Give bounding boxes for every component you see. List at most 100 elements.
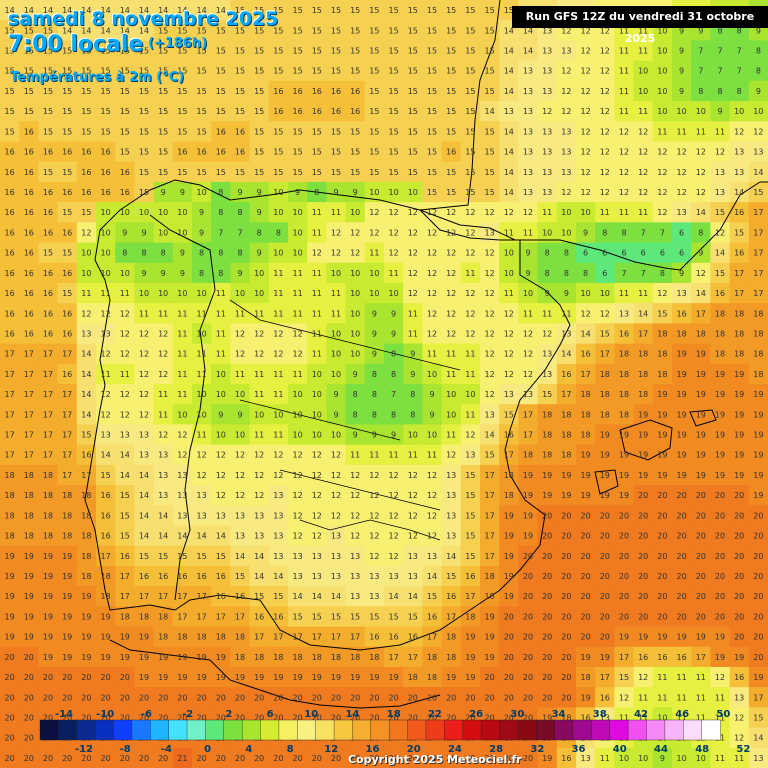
temperature-value: 20 (331, 754, 341, 763)
temperature-value: 9 (679, 269, 684, 278)
temperature-cell (364, 404, 385, 426)
temperature-value: 11 (446, 350, 456, 359)
temperature-cell (556, 101, 577, 122)
temperature-value: 15 (62, 289, 72, 298)
temperature-value: 16 (120, 168, 130, 177)
temperature-cell (326, 0, 347, 21)
temperature-cell (249, 181, 270, 203)
temperature-value: 18 (561, 431, 571, 440)
temperature-cell (172, 80, 193, 102)
temperature-value: 19 (542, 471, 552, 480)
temperature-value: 12 (350, 249, 360, 258)
temperature-value: 15 (216, 47, 226, 56)
temperature-value: 12 (408, 228, 418, 237)
temperature-cell (595, 404, 615, 426)
temperature-value: 8 (583, 269, 588, 278)
temperature-cell (576, 181, 596, 203)
temperature-value: 19 (638, 410, 648, 419)
temperature-value: 17 (734, 269, 744, 278)
temperature-value: 16 (427, 612, 437, 621)
temperature-value: 17 (523, 431, 533, 440)
temperature-value: 13 (542, 168, 552, 177)
temperature-cell (672, 485, 692, 506)
temperature-cell (729, 565, 750, 587)
temperature-cell (710, 222, 731, 244)
temperature-value: 12 (427, 269, 437, 278)
temperature-value: 15 (43, 127, 53, 136)
legend-bottom-label: 32 (530, 744, 544, 755)
temperature-value: 20 (120, 693, 130, 702)
temperature-value: 12 (600, 47, 610, 56)
temperature-value: 10 (350, 269, 360, 278)
temperature-value: 12 (465, 208, 475, 217)
temperature-cell (96, 242, 116, 264)
temperature-cell (134, 424, 155, 446)
temperature-cell (460, 0, 481, 21)
legend-swatch (480, 719, 501, 741)
temperature-value: 7 (218, 228, 223, 237)
temperature-cell (307, 606, 327, 628)
temperature-value: 10 (273, 208, 283, 217)
temperature-cell (268, 505, 289, 527)
temperature-value: 15 (485, 6, 495, 15)
temperature-value: 9 (564, 289, 569, 298)
temperature-value: 19 (657, 410, 667, 419)
temperature-value: 20 (657, 511, 667, 520)
temperature-cell (288, 60, 308, 82)
temperature-value: 13 (369, 572, 379, 581)
temperature-value: 20 (504, 693, 514, 702)
temperature-value: 15 (485, 127, 495, 136)
temperature-cell (345, 424, 366, 446)
temperature-cell (230, 40, 251, 62)
temperature-cell (153, 363, 174, 385)
temperature-value: 13 (177, 471, 187, 480)
temperature-cell (19, 424, 39, 446)
temperature-value: 9 (525, 269, 530, 278)
temperature-cell (652, 80, 673, 102)
temperature-value: 16 (24, 127, 34, 136)
temperature-value: 10 (427, 431, 437, 440)
temperature-value: 19 (24, 592, 34, 601)
temperature-value: 10 (312, 370, 322, 379)
temperature-value: 12 (657, 289, 667, 298)
temperature-cell (0, 303, 20, 324)
temperature-value: 14 (197, 532, 207, 541)
temperature-cell (576, 262, 596, 284)
temperature-cell (172, 626, 193, 648)
temperature-cell (172, 101, 193, 122)
temperature-value: 10 (293, 228, 303, 237)
temperature-cell (480, 242, 500, 264)
temperature-value: 20 (600, 633, 610, 642)
temperature-cell (556, 363, 577, 385)
temperature-cell (403, 525, 423, 547)
temperature-value: 19 (177, 673, 187, 682)
temperature-value: 10 (677, 107, 687, 116)
temperature-cell (537, 101, 558, 122)
temperature-value: 15 (62, 87, 72, 96)
temperature-cell (499, 141, 519, 163)
temperature-value: 15 (465, 148, 475, 157)
temperature-value: 17 (753, 693, 763, 702)
temperature-cell (576, 60, 596, 82)
temperature-cell (480, 40, 500, 62)
temperature-cell (460, 80, 481, 102)
temperature-cell (748, 262, 768, 284)
temperature-cell (211, 303, 231, 324)
temperature-cell (268, 343, 289, 365)
temperature-cell (403, 20, 423, 42)
temperature-cell (230, 141, 251, 163)
temperature-cell (537, 464, 558, 486)
temperature-value: 19 (696, 410, 706, 419)
temperature-value: 9 (141, 228, 146, 237)
temperature-cell (672, 606, 692, 628)
temperature-cell (38, 242, 59, 264)
temperature-value: 19 (504, 552, 514, 561)
temperature-cell (403, 384, 423, 405)
temperature-cell (57, 545, 78, 567)
temperature-cell (19, 181, 39, 203)
temperature-cell (384, 60, 404, 82)
temperature-cell (0, 626, 20, 648)
temperature-value: 16 (101, 491, 111, 500)
temperature-cell (307, 363, 327, 385)
temperature-value: 12 (734, 734, 744, 743)
